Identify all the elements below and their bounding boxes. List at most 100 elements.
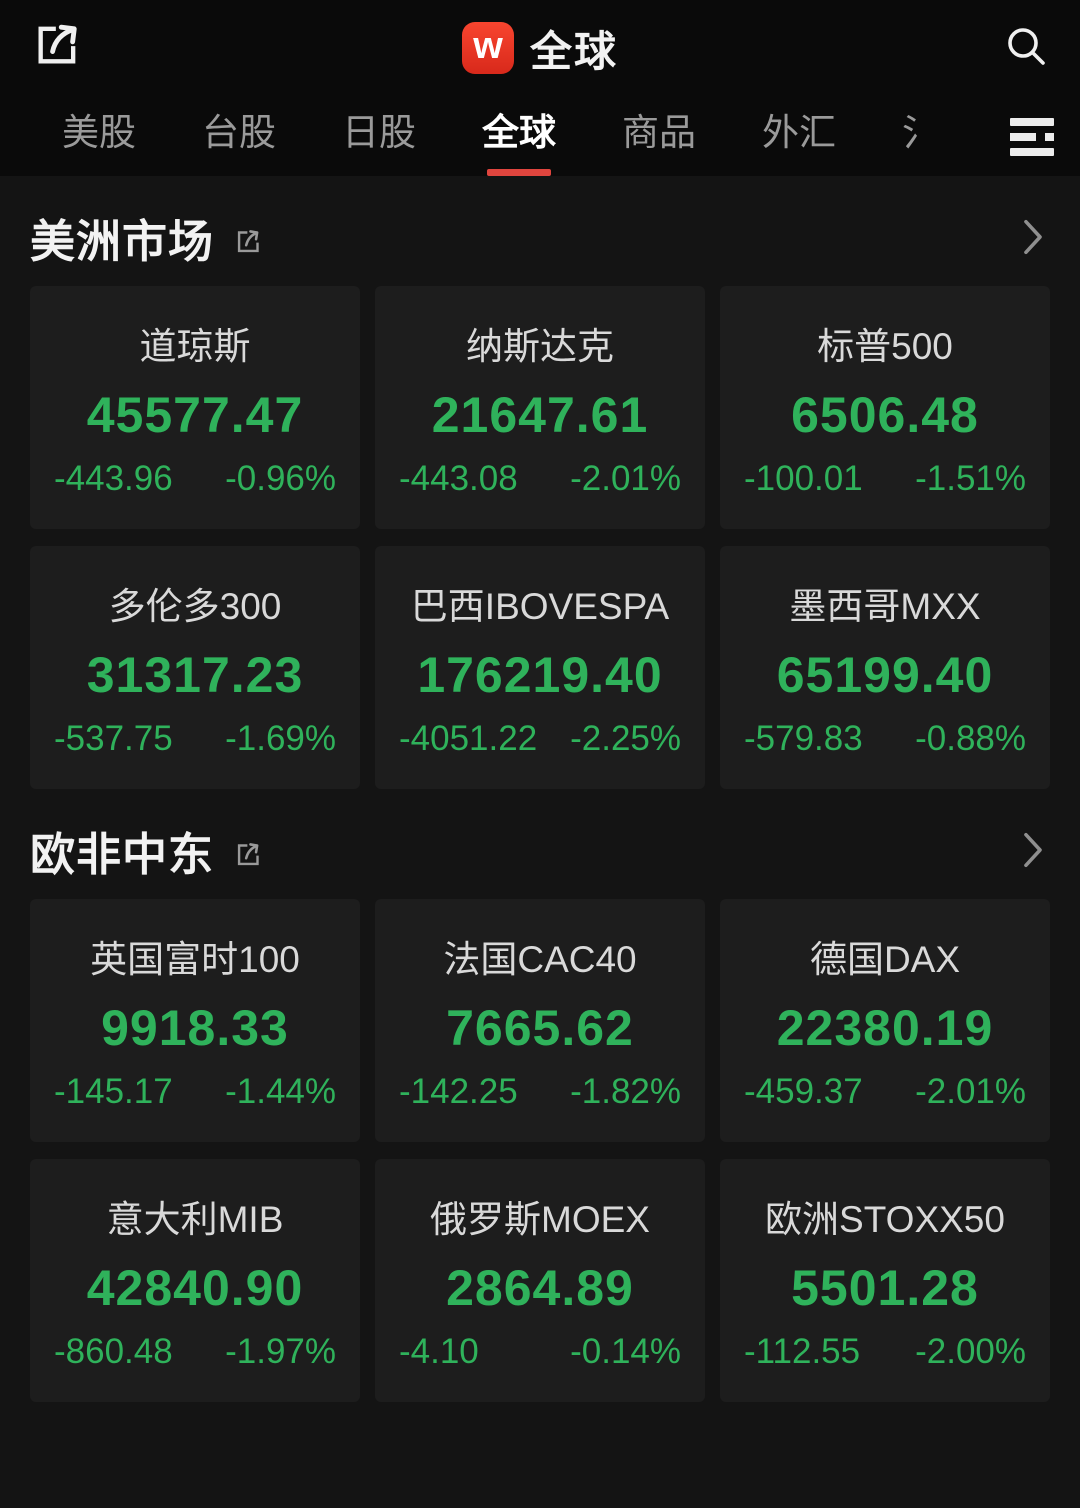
index-deltas: -443.08 -2.01% xyxy=(399,459,681,499)
section-share-button[interactable] xyxy=(232,224,266,258)
share-icon xyxy=(237,843,259,866)
index-change: -4051.22 xyxy=(399,719,538,758)
index-card[interactable]: 英国富时100 9918.33 -145.17 -1.44% xyxy=(30,899,360,1142)
index-change: -579.83 xyxy=(744,719,863,758)
tab-氵[interactable]: 氵 xyxy=(902,102,928,170)
index-value: 31317.23 xyxy=(86,646,304,703)
menu-icon-middle xyxy=(1010,133,1054,141)
index-change-pct: -1.51% xyxy=(915,459,1026,498)
index-name: 标普500 xyxy=(817,326,953,367)
index-change: -112.55 xyxy=(744,1332,861,1371)
index-deltas: -100.01 -1.51% xyxy=(744,459,1026,499)
market-section: 欧非中东 英国富时100 9918.33 -145.17 -1.44% 法国 xyxy=(30,813,1050,1402)
index-deltas: -537.75 -1.69% xyxy=(54,719,336,759)
tab-美股[interactable]: 美股 xyxy=(62,102,136,170)
index-change: -142.25 xyxy=(399,1072,518,1111)
tab-label: 美股 xyxy=(62,112,136,153)
wind-logo: w xyxy=(461,22,514,74)
index-change-pct: -2.00% xyxy=(915,1332,1026,1371)
index-cards-grid: 英国富时100 9918.33 -145.17 -1.44% 法国CAC40 7… xyxy=(30,899,1050,1402)
index-card[interactable]: 道琼斯 45577.47 -443.96 -0.96% xyxy=(30,286,360,529)
index-card[interactable]: 法国CAC40 7665.62 -142.25 -1.82% xyxy=(375,899,705,1142)
index-value: 9918.33 xyxy=(101,999,289,1056)
index-name: 意大利MIB xyxy=(106,1199,284,1240)
tab-menu-button[interactable] xyxy=(1010,118,1054,156)
index-card[interactable]: 欧洲STOXX50 5501.28 -112.55 -2.00% xyxy=(720,1159,1050,1402)
index-change-pct: -2.01% xyxy=(915,1072,1026,1111)
share-button[interactable] xyxy=(30,16,86,72)
chevron-right-icon[interactable] xyxy=(1018,830,1048,870)
index-change-pct: -1.82% xyxy=(570,1072,681,1111)
index-change: -860.48 xyxy=(54,1332,173,1371)
section-header[interactable]: 美洲市场 xyxy=(30,200,1050,274)
index-value: 65199.40 xyxy=(776,646,994,703)
index-card[interactable]: 俄罗斯MOEX 2864.89 -4.10 -0.14% xyxy=(375,1159,705,1402)
index-change-pct: -0.14% xyxy=(570,1332,681,1371)
tab-label: 外汇 xyxy=(762,112,836,153)
tab-label: 氵 xyxy=(902,112,928,153)
index-card[interactable]: 意大利MIB 42840.90 -860.48 -1.97% xyxy=(30,1159,360,1402)
index-card[interactable]: 巴西IBOVESPA 176219.40 -4051.22 -2.25% xyxy=(375,546,705,789)
menu-icon-bottom xyxy=(1010,148,1054,156)
header-title-group: w 全球 xyxy=(461,18,618,79)
index-value: 22380.19 xyxy=(776,999,994,1056)
index-deltas: -112.55 -2.00% xyxy=(744,1332,1026,1372)
index-change-pct: -1.44% xyxy=(225,1072,336,1111)
market-section: 美洲市场 道琼斯 45577.47 -443.96 -0.96% 纳斯达克 xyxy=(30,200,1050,789)
tab-商品[interactable]: 商品 xyxy=(622,102,696,170)
index-value: 6506.48 xyxy=(791,386,979,443)
wind-logo-letter: w xyxy=(473,25,503,67)
index-change: -459.37 xyxy=(744,1072,863,1111)
active-tab-underline xyxy=(487,169,551,176)
page-title: 全球 xyxy=(529,27,618,75)
index-change-pct: -1.97% xyxy=(225,1332,336,1371)
tab-label: 台股 xyxy=(202,112,276,153)
index-name: 德国DAX xyxy=(809,939,961,980)
index-change-pct: -0.88% xyxy=(915,719,1026,758)
index-change-pct: -2.01% xyxy=(570,459,681,498)
index-change-pct: -1.69% xyxy=(225,719,336,758)
app-header: w 全球 xyxy=(0,0,1080,96)
index-name: 墨西哥MXX xyxy=(789,586,981,627)
section-title: 美洲市场 xyxy=(30,215,215,267)
tab-label: 日股 xyxy=(342,112,416,153)
index-change: -4.10 xyxy=(399,1332,479,1371)
index-change: -443.96 xyxy=(54,459,173,498)
chevron-right-icon[interactable] xyxy=(1018,217,1048,257)
index-change: -100.01 xyxy=(744,459,863,498)
index-deltas: -443.96 -0.96% xyxy=(54,459,336,499)
tab-bar: 美股 台股 日股 全球 商品 外汇 氵 xyxy=(0,96,1080,176)
tab-label: 全球 xyxy=(482,112,556,153)
index-value: 7665.62 xyxy=(446,999,634,1056)
index-value: 21647.61 xyxy=(431,386,649,443)
index-card[interactable]: 标普500 6506.48 -100.01 -1.51% xyxy=(720,286,1050,529)
search-button[interactable] xyxy=(1000,20,1052,72)
index-value: 42840.90 xyxy=(86,1259,304,1316)
index-change-pct: -0.96% xyxy=(225,459,336,498)
tab-外汇[interactable]: 外汇 xyxy=(762,102,836,170)
index-name: 法国CAC40 xyxy=(443,939,637,980)
index-deltas: -145.17 -1.44% xyxy=(54,1072,336,1112)
index-deltas: -4051.22 -2.25% xyxy=(399,719,681,759)
index-name: 俄罗斯MOEX xyxy=(430,1199,650,1240)
index-card[interactable]: 纳斯达克 21647.61 -443.08 -2.01% xyxy=(375,286,705,529)
index-name: 欧洲STOXX50 xyxy=(765,1199,1005,1240)
section-share-button[interactable] xyxy=(232,837,266,871)
tab-全球[interactable]: 全球 xyxy=(482,102,556,176)
index-deltas: -459.37 -2.01% xyxy=(744,1072,1026,1112)
index-deltas: -860.48 -1.97% xyxy=(54,1332,336,1372)
tab-台股[interactable]: 台股 xyxy=(202,102,276,170)
index-name: 多伦多300 xyxy=(108,586,282,627)
index-change-pct: -2.25% xyxy=(570,719,681,758)
section-header[interactable]: 欧非中东 xyxy=(30,813,1050,887)
index-card[interactable]: 墨西哥MXX 65199.40 -579.83 -0.88% xyxy=(720,546,1050,789)
search-icon xyxy=(1002,22,1050,70)
index-value: 2864.89 xyxy=(446,1259,634,1316)
tab-日股[interactable]: 日股 xyxy=(342,102,416,170)
index-card[interactable]: 多伦多300 31317.23 -537.75 -1.69% xyxy=(30,546,360,789)
index-name: 道琼斯 xyxy=(139,326,251,367)
index-change: -443.08 xyxy=(399,459,518,498)
index-deltas: -4.10 -0.14% xyxy=(399,1332,681,1372)
index-deltas: -579.83 -0.88% xyxy=(744,719,1026,759)
index-card[interactable]: 德国DAX 22380.19 -459.37 -2.01% xyxy=(720,899,1050,1142)
